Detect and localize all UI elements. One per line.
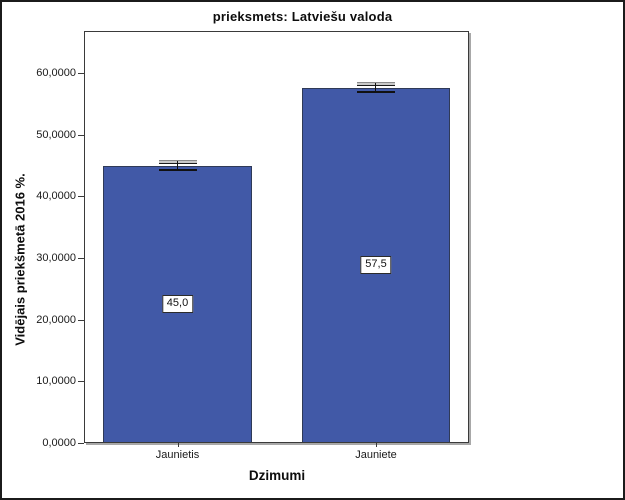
error-bar-line	[176, 161, 178, 170]
y-tick-mark	[78, 258, 84, 259]
error-bar-bottom-cap	[158, 169, 197, 171]
error-bar-line	[375, 83, 376, 92]
x-axis-title: Dzimumi	[248, 468, 306, 483]
y-tick-mark	[78, 320, 84, 321]
x-tick-mark	[178, 443, 179, 447]
y-tick-label: 10,0000	[36, 375, 76, 387]
error-bar-top-cap	[357, 82, 395, 86]
error-bar-bottom-cap	[357, 91, 395, 93]
y-tick-mark	[78, 73, 84, 74]
chart-title: prieksmets: Latviešu valoda	[212, 9, 393, 24]
x-category-label: Jaunietis	[155, 449, 200, 461]
bar-value-label: 45,0	[161, 295, 194, 313]
y-tick-mark	[78, 135, 84, 136]
y-tick-label: 0,0000	[42, 437, 76, 449]
bar-value-label: 57,5	[360, 256, 392, 274]
y-tick-label: 40,0000	[36, 190, 76, 202]
x-category-label: Jauniete	[355, 449, 397, 461]
y-tick-mark	[78, 381, 84, 382]
x-tick-mark	[376, 443, 377, 447]
y-tick-label: 60,0000	[36, 67, 76, 79]
y-tick-label: 50,0000	[36, 129, 76, 141]
y-tick-label: 20,0000	[36, 314, 76, 326]
y-tick-mark	[78, 196, 84, 197]
error-bar-top-cap	[158, 160, 197, 164]
y-tick-label: 30,0000	[36, 252, 76, 264]
y-tick-mark	[78, 443, 84, 444]
